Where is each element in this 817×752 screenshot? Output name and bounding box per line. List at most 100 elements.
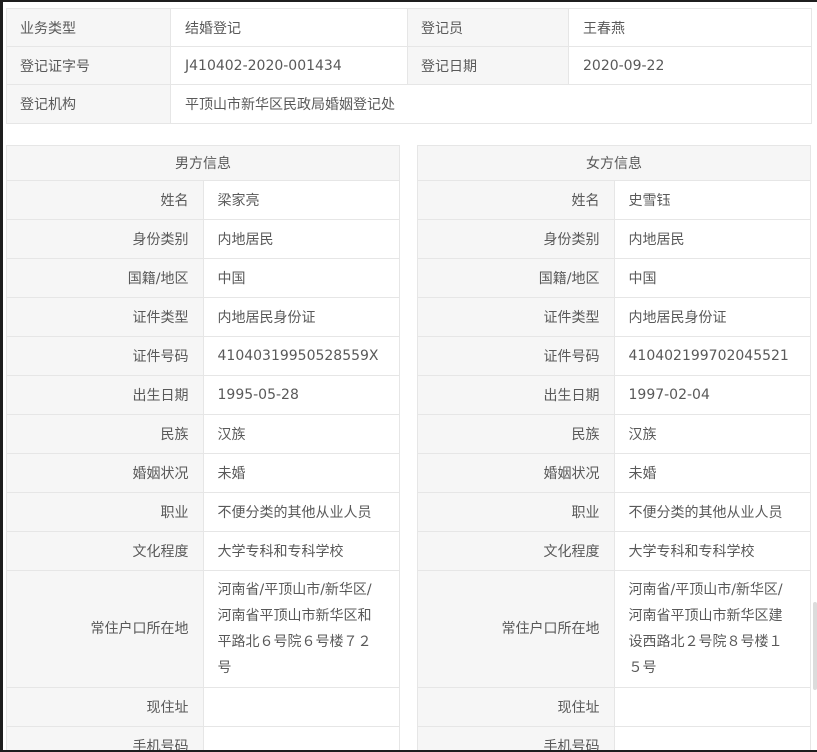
row-label: 婚姻状况 [417,453,615,493]
table-row: 国籍/地区 中国 [6,258,400,298]
registrar-label: 登记员 [407,8,569,47]
row-value: 中国 [202,258,400,298]
table-row: 出生日期 1997-02-04 [417,375,811,415]
table-row: 国籍/地区 中国 [417,258,811,298]
row-label: 身份类别 [6,219,204,259]
registration-office-value: 平顶山市新华区民政局婚姻登记处 [170,84,812,124]
row-label: 国籍/地区 [417,258,615,298]
row-value: 汉族 [613,414,811,454]
table-row: 姓名 史雪钰 [417,180,811,220]
row-label: 姓名 [6,180,204,220]
table-row: 手机号码 [6,726,400,750]
row-label: 婚姻状况 [6,453,204,493]
row-value: 中国 [613,258,811,298]
male-info-table: 男方信息 姓名 梁家亮 身份类别 内地居民 国籍/地区 中国 证件类型 内地居民… [6,145,400,750]
table-row: 证件类型 内地居民身份证 [6,297,400,337]
row-value: 河南省/平顶山市/新华区/河南省平顶山市新华区和平路北６号院６号楼７２号 [202,570,400,688]
certificate-number-value: J410402-2020-001434 [170,46,408,85]
row-label: 职业 [417,492,615,532]
table-row: 文化程度 大学专科和专科学校 [417,531,811,571]
table-row: 现住址 [417,687,811,727]
table-row: 身份类别 内地居民 [417,219,811,259]
male-panel-title: 男方信息 [6,145,400,181]
row-value: 41040319950528559X [202,336,400,376]
row-value: 汉族 [202,414,400,454]
female-panel-title: 女方信息 [417,145,811,181]
row-value: 不便分类的其他从业人员 [613,492,811,532]
row-value: 河南省/平顶山市/新华区/河南省平顶山市新华区建设西路北２号院８号楼１５号 [613,570,811,688]
table-row: 常住户口所在地 河南省/平顶山市/新华区/河南省平顶山市新华区建设西路北２号院８… [417,570,811,688]
table-row: 业务类型 结婚登记 登记员 王春燕 [6,8,812,47]
registration-summary-table: 业务类型 结婚登记 登记员 王春燕 登记证字号 J410402-2020-001… [6,8,812,124]
row-value: 史雪钰 [613,180,811,220]
row-label: 现住址 [417,687,615,727]
row-value: 大学专科和专科学校 [613,531,811,571]
table-header-row: 女方信息 [417,145,811,181]
registration-date-label: 登记日期 [407,46,569,85]
row-value [202,687,400,727]
row-value: 梁家亮 [202,180,400,220]
row-value: 内地居民 [202,219,400,259]
certificate-number-label: 登记证字号 [6,46,171,85]
table-row: 登记机构 平顶山市新华区民政局婚姻登记处 [6,84,812,124]
registration-office-label: 登记机构 [6,84,171,124]
row-label: 常住户口所在地 [417,570,615,688]
row-label: 民族 [417,414,615,454]
business-type-label: 业务类型 [6,8,171,47]
business-type-value: 结婚登记 [170,8,408,47]
scrollbar-thumb[interactable] [813,602,817,690]
row-label: 民族 [6,414,204,454]
table-row: 文化程度 大学专科和专科学校 [6,531,400,571]
table-row: 民族 汉族 [417,414,811,454]
table-row: 职业 不便分类的其他从业人员 [6,492,400,532]
row-value: 内地居民 [613,219,811,259]
table-header-row: 男方信息 [6,145,400,181]
row-label: 手机号码 [417,726,615,750]
female-rows: 姓名 史雪钰 身份类别 内地居民 国籍/地区 中国 证件类型 内地居民身份证 证… [417,180,811,750]
row-label: 出生日期 [417,375,615,415]
table-row: 现住址 [6,687,400,727]
row-value: 内地居民身份证 [202,297,400,337]
row-label: 证件类型 [417,297,615,337]
row-label: 文化程度 [417,531,615,571]
table-row: 证件号码 410402199702045521 [417,336,811,376]
row-value: 1995-05-28 [202,375,400,415]
female-info-table: 女方信息 姓名 史雪钰 身份类别 内地居民 国籍/地区 中国 证件类型 内地居民… [417,145,811,750]
row-label: 文化程度 [6,531,204,571]
table-row: 婚姻状况 未婚 [6,453,400,493]
registrar-value: 王春燕 [568,8,812,47]
male-rows: 姓名 梁家亮 身份类别 内地居民 国籍/地区 中国 证件类型 内地居民身份证 证… [6,180,400,750]
row-value: 未婚 [202,453,400,493]
row-label: 职业 [6,492,204,532]
table-row: 登记证字号 J410402-2020-001434 登记日期 2020-09-2… [6,46,812,85]
row-label: 姓名 [417,180,615,220]
row-label: 现住址 [6,687,204,727]
table-row: 出生日期 1995-05-28 [6,375,400,415]
row-label: 身份类别 [417,219,615,259]
table-row: 身份类别 内地居民 [6,219,400,259]
person-panels: 男方信息 姓名 梁家亮 身份类别 内地居民 国籍/地区 中国 证件类型 内地居民… [6,145,817,750]
row-label: 常住户口所在地 [6,570,204,688]
registration-date-value: 2020-09-22 [568,46,812,85]
row-label: 证件类型 [6,297,204,337]
row-label: 证件号码 [417,336,615,376]
row-label: 国籍/地区 [6,258,204,298]
table-row: 职业 不便分类的其他从业人员 [417,492,811,532]
row-value: 内地居民身份证 [613,297,811,337]
row-value [613,726,811,750]
table-row: 民族 汉族 [6,414,400,454]
row-value [613,687,811,727]
row-value: 1997-02-04 [613,375,811,415]
row-value [202,726,400,750]
row-value: 不便分类的其他从业人员 [202,492,400,532]
row-label: 手机号码 [6,726,204,750]
table-row: 手机号码 [417,726,811,750]
table-row: 证件类型 内地居民身份证 [417,297,811,337]
row-value: 未婚 [613,453,811,493]
table-row: 证件号码 41040319950528559X [6,336,400,376]
row-label: 出生日期 [6,375,204,415]
table-row: 常住户口所在地 河南省/平顶山市/新华区/河南省平顶山市新华区和平路北６号院６号… [6,570,400,688]
table-row: 姓名 梁家亮 [6,180,400,220]
table-row: 婚姻状况 未婚 [417,453,811,493]
